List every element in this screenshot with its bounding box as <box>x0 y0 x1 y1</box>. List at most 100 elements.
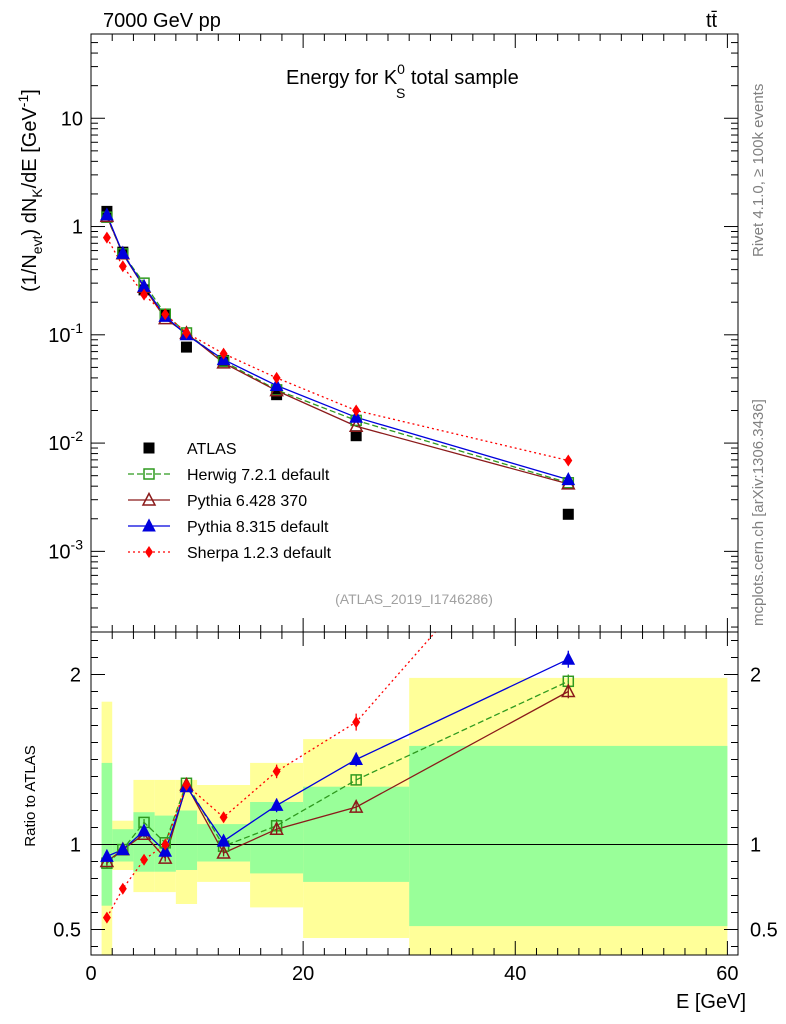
ratio-point-pythia8 <box>269 797 284 811</box>
legend-label: Herwig 7.2.1 default <box>187 467 330 484</box>
title-post: total sample <box>405 67 518 89</box>
analysis-watermark: (ATLAS_2019_I1746286) <box>335 591 493 607</box>
main-y-tick-base: 10 <box>61 108 83 130</box>
legend-item-pythia8: Pythia 8.315 default <box>128 518 329 536</box>
main-y-tick-exp: -1 <box>71 320 84 336</box>
ratio-ticks: 0.5 0.51 12 20 20 40 60 <box>53 632 778 985</box>
legend-marker <box>143 468 155 480</box>
ratio-point-pythia8 <box>115 842 130 856</box>
ratio-x-tick-label: 20 <box>292 963 314 985</box>
ratio-point-pythia6 <box>561 683 576 698</box>
plot-title: Energy for K0 S total sample <box>286 61 519 101</box>
ylabel-part-c: ) dN <box>19 198 41 236</box>
title-sup: 0 <box>397 61 405 77</box>
ratio-point-herwig <box>350 774 362 786</box>
ratio-point-pythia6 <box>269 821 284 835</box>
point-sherpa <box>102 231 111 244</box>
ratio-point-sherpa <box>140 853 149 866</box>
ratio-point-pythia8 <box>349 751 363 765</box>
point-sherpa <box>182 326 191 339</box>
legend-marker <box>142 518 156 532</box>
ratio-point-pythia6 <box>348 798 364 813</box>
ratio-point-sherpa <box>182 779 191 791</box>
point-sherpa <box>140 288 149 301</box>
point-pythia8 <box>269 377 284 392</box>
point-sherpa <box>272 371 281 384</box>
main-y-tick-label: 10-2 <box>48 428 83 455</box>
series-line-herwig <box>106 216 569 484</box>
ratio-point-pythia8 <box>100 848 114 862</box>
ratio-series <box>99 632 576 924</box>
ylabel-part-f: -1 <box>15 95 31 108</box>
ratio-point-sherpa <box>118 882 127 895</box>
legend-item-pythia6: Pythia 6.428 370 <box>128 491 307 510</box>
main-y-tick-exp: -3 <box>71 536 84 552</box>
main-y-tick-base: 1 <box>72 217 83 239</box>
main-y-tick-label: 1 <box>72 217 83 239</box>
point-pythia8 <box>349 409 363 423</box>
ratio-plot-area: 0.5 0.51 12 20 20 40 60 <box>53 632 778 985</box>
ratio-point-pythia8 <box>158 843 173 857</box>
point-sherpa <box>219 347 228 360</box>
point-pythia8 <box>115 245 130 259</box>
series-line-pythia6 <box>106 216 569 485</box>
point-pythia8 <box>100 207 114 221</box>
ratio-y-tick-label-left: 2 <box>70 665 81 687</box>
legend-label: Pythia 8.315 default <box>187 519 329 536</box>
ratio-point-sherpa <box>352 716 361 729</box>
ratio-point-pythia6 <box>158 849 173 864</box>
legend-marker <box>143 442 155 454</box>
main-y-tick-base: 10 <box>48 541 70 563</box>
point-sherpa <box>564 454 573 467</box>
legend: ATLAS Herwig 7.2.1 default Pythia 6.428 37… <box>128 441 332 562</box>
main-y-axis-label: (1/Nevt) dNK/dE [GeV-1] <box>15 89 45 292</box>
mcplots-label: mcplots.cern.ch [arXiv:1306.3436] <box>750 399 767 626</box>
point-pythia8 <box>561 472 576 486</box>
ylabel-part-g: ] <box>19 89 41 95</box>
legend-label: Pythia 6.428 370 <box>187 493 307 510</box>
ratio-point-pythia8 <box>216 833 231 847</box>
band-inner <box>175 810 198 870</box>
ratio-point-pythia8 <box>137 823 151 837</box>
series-line-pythia8 <box>106 214 569 481</box>
ratio-y-tick-label-left: 0.5 <box>53 920 81 942</box>
main-y-tick-label: 10-3 <box>48 536 83 563</box>
main-y-tick-exp: -2 <box>71 428 84 444</box>
ylabel-part-b: evt <box>29 235 45 254</box>
point-atlas <box>562 508 574 520</box>
point-sherpa <box>161 308 170 321</box>
rivet-label: Rivet 4.1.0, ≥ 100k events <box>750 84 767 257</box>
title-sub: S <box>396 85 405 101</box>
ratio-point-sherpa <box>161 838 170 851</box>
legend-label: Sherpa 1.2.3 default <box>187 545 332 562</box>
legend-marker <box>141 491 157 506</box>
band-inner <box>101 762 113 906</box>
uncertainty-bands <box>101 677 728 955</box>
ratio-x-tick-label: 60 <box>716 963 738 985</box>
point-atlas <box>180 341 192 353</box>
main-y-tick-base: 10 <box>48 325 70 347</box>
ratio-point-sherpa <box>272 765 281 778</box>
series-line-sherpa <box>106 237 569 462</box>
ratio-y-tick-label-left: 1 <box>70 835 81 857</box>
legend-label: ATLAS <box>187 441 237 458</box>
ylabel-part-e: /dE [GeV <box>19 107 41 189</box>
point-sherpa <box>352 404 361 417</box>
band-inner <box>409 745 728 927</box>
ratio-y-tick-label-right: 0.5 <box>750 920 778 942</box>
ratio-point-sherpa <box>219 811 228 824</box>
header-energy: 7000 GeV pp <box>103 10 221 32</box>
x-axis-label: E [GeV] <box>676 991 746 1013</box>
title-pre: Energy for K <box>286 67 398 89</box>
legend-item-sherpa: Sherpa 1.2.3 default <box>128 545 332 562</box>
ratio-x-tick-label: 0 <box>85 963 96 985</box>
legend-item-herwig: Herwig 7.2.1 default <box>128 467 330 484</box>
legend-marker <box>145 546 153 558</box>
point-sherpa <box>118 260 127 273</box>
ylabel-part-d: K <box>29 188 45 198</box>
ratio-panel: 0.5 0.51 12 20 20 40 60 <box>53 631 778 985</box>
